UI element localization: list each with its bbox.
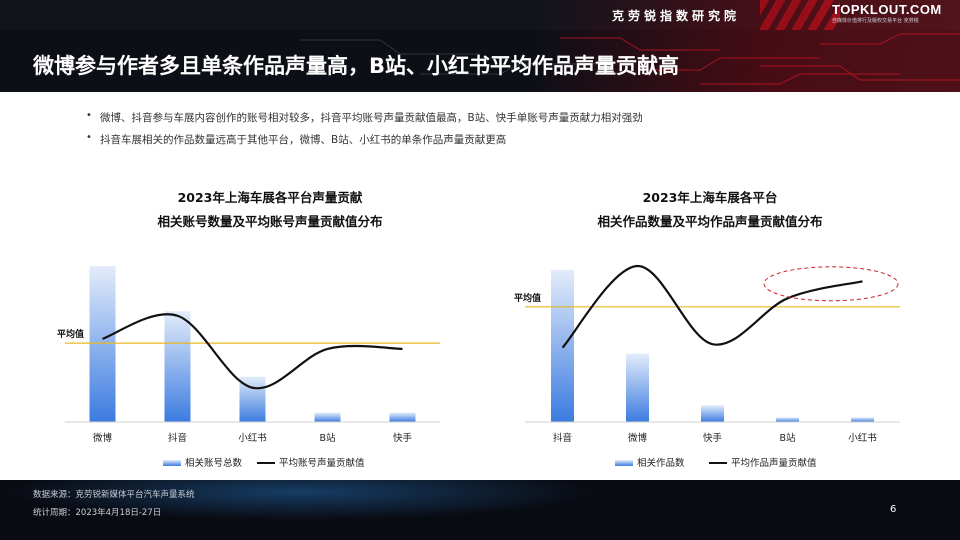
- legend-line-label: 平均账号声量贡献值: [279, 457, 365, 469]
- legend-bar-label: 相关作品数: [637, 457, 685, 469]
- key-findings: • 微博、抖音参与车展内容创作的账号相对较多，抖音平均账号声量贡献值最高，B站、…: [86, 110, 643, 154]
- chart1-title: 2023年上海车展各平台声量贡献 相关账号数量及平均账号声量贡献值分布: [60, 186, 480, 234]
- category-label: 抖音: [168, 432, 187, 444]
- bar: [701, 405, 724, 422]
- chart1-title-line1: 2023年上海车展各平台声量贡献: [177, 190, 363, 205]
- bullet-item: • 微博、抖音参与车展内容创作的账号相对较多，抖音平均账号声量贡献值最高，B站、…: [86, 110, 643, 125]
- category-label: 小红书: [238, 432, 267, 444]
- bar: [89, 266, 116, 422]
- page-number: 6: [890, 504, 897, 515]
- chart2-title-line1: 2023年上海车展各平台: [642, 190, 778, 205]
- category-label: B站: [779, 432, 796, 444]
- bullet-text: 抖音车展相关的作品数量远高于其他平台，微博、B站、小红书的单条作品声量贡献更高: [100, 134, 507, 146]
- line-series: [561, 264, 863, 349]
- chart2-title: 2023年上海车展各平台 相关作品数量及平均作品声量贡献值分布: [500, 186, 920, 234]
- category-label: 快手: [393, 432, 413, 444]
- brand-subtitle: 自媒体价值排行及版权交易平台 克劳锐: [832, 18, 919, 24]
- bar: [626, 353, 649, 422]
- highlight-ellipse: [763, 266, 899, 302]
- brand-name: TOPKLOUT.COM: [832, 2, 942, 17]
- category-label: 快手: [703, 432, 723, 444]
- average-label: 平均值: [57, 328, 84, 340]
- category-label: 小红书: [848, 432, 877, 444]
- footer-glow-decoration: [0, 480, 960, 540]
- category-label: 微博: [93, 432, 113, 444]
- bullet-text: 微博、抖音参与车展内容创作的账号相对较多，抖音平均账号声量贡献值最高，B站、快手…: [100, 112, 643, 124]
- legend-bar-swatch: [163, 460, 181, 466]
- header-glow-decoration: [540, 0, 960, 92]
- bullet-item: • 抖音车展相关的作品数量远高于其他平台，微博、B站、小红书的单条作品声量贡献更…: [86, 132, 643, 147]
- page-title: 微博参与作者多且单条作品声量高，B站、小红书平均作品声量贡献高: [33, 54, 680, 78]
- bullet-dot: •: [86, 132, 92, 143]
- chart2-title-line2: 相关作品数量及平均作品声量贡献值分布: [597, 214, 823, 229]
- category-label: B站: [319, 432, 336, 444]
- stat-period: 统计周期：2023年4月18日-27日: [33, 508, 162, 518]
- legend-bar-swatch: [615, 460, 633, 466]
- category-label: 微博: [628, 432, 648, 444]
- bullet-dot: •: [86, 110, 92, 121]
- bar: [164, 311, 191, 422]
- bar: [314, 412, 341, 422]
- institute-name: 克劳锐指数研究院: [612, 9, 741, 23]
- bar: [389, 412, 416, 422]
- header-band: 克劳锐指数研究院 TOPKLOUT.COM 自媒体价值排行及版权交易平台 克劳锐…: [0, 0, 960, 92]
- category-label: 抖音: [553, 432, 572, 444]
- brand-logo: TOPKLOUT.COM 自媒体价值排行及版权交易平台 克劳锐: [832, 2, 952, 28]
- data-source: 数据来源：克劳锐新媒体平台汽车声量系统: [33, 490, 195, 500]
- average-label: 平均值: [514, 292, 541, 304]
- circuit-decoration: [300, 33, 960, 85]
- bar: [851, 417, 874, 422]
- line-series: [102, 313, 403, 390]
- footer-band: [0, 480, 960, 540]
- legend-bar-label: 相关账号总数: [185, 457, 243, 469]
- legend-line-label: 平均作品声量贡献值: [731, 457, 817, 469]
- chart1-title-line2: 相关账号数量及平均账号声量贡献值分布: [157, 214, 383, 229]
- bar: [776, 417, 799, 422]
